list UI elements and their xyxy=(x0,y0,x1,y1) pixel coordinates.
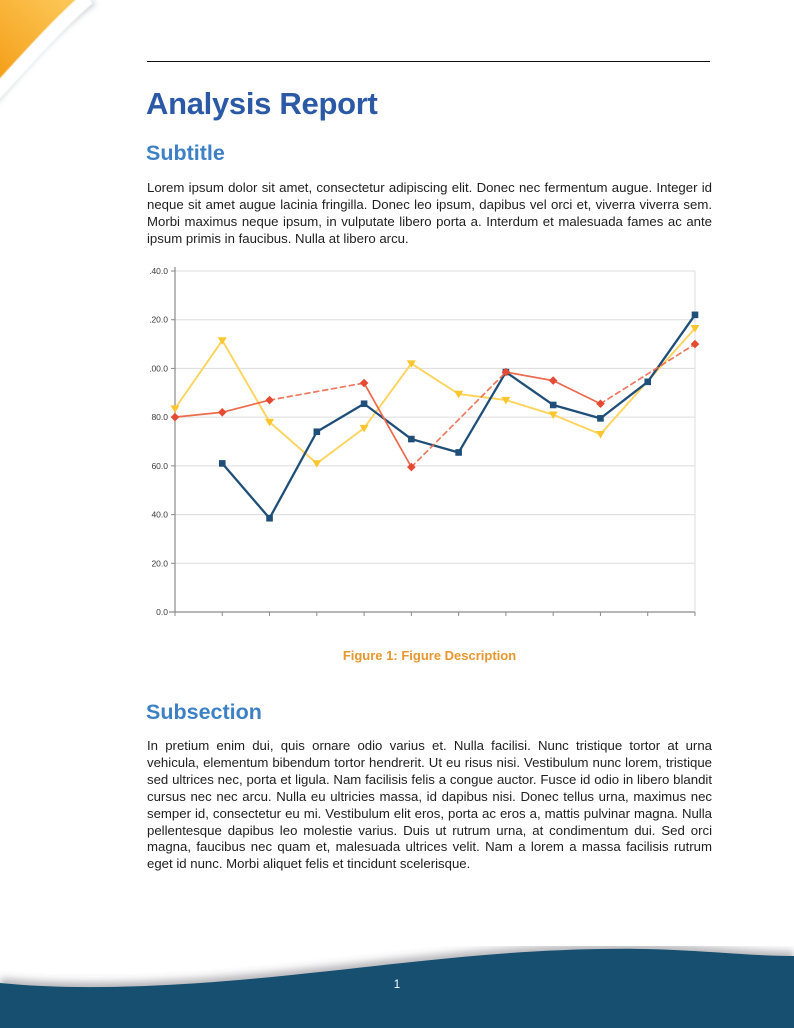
svg-text:40.0: 40.0 xyxy=(151,510,168,520)
svg-text:60.0: 60.0 xyxy=(151,461,168,471)
paragraph-subsection: In pretium enim dui, quis ornare odio va… xyxy=(147,738,712,872)
page-title: Analysis Report xyxy=(146,86,378,121)
header-rule xyxy=(147,61,710,62)
svg-text:140.0: 140.0 xyxy=(150,266,168,276)
figure-1-chart: 0.0 20.0 40.0 60.0 80.0 100.0 120.0 140.0 xyxy=(147,264,710,624)
footer-wave xyxy=(0,948,794,1028)
svg-text:120.0: 120.0 xyxy=(150,315,168,325)
corner-swoosh-decoration xyxy=(0,0,96,99)
footer-wave-shape xyxy=(0,948,794,1028)
svg-text:0.0: 0.0 xyxy=(156,607,168,617)
white-swoosh-band xyxy=(0,0,93,99)
figure-caption: Figure 1: Figure Description xyxy=(342,648,517,663)
svg-text:20.0: 20.0 xyxy=(151,558,168,568)
section-heading-subsection: Subsection xyxy=(146,700,262,724)
line-chart: 0.0 20.0 40.0 60.0 80.0 100.0 120.0 140.0 xyxy=(147,266,700,617)
paragraph-intro: Lorem ipsum dolor sit amet, consectetur … xyxy=(147,180,712,246)
svg-text:80.0: 80.0 xyxy=(151,412,168,422)
svg-text:100.0: 100.0 xyxy=(150,363,168,373)
section-heading-subtitle: Subtitle xyxy=(146,141,225,165)
orange-swoosh-shape xyxy=(0,0,80,86)
page-number: 1 xyxy=(393,979,401,991)
